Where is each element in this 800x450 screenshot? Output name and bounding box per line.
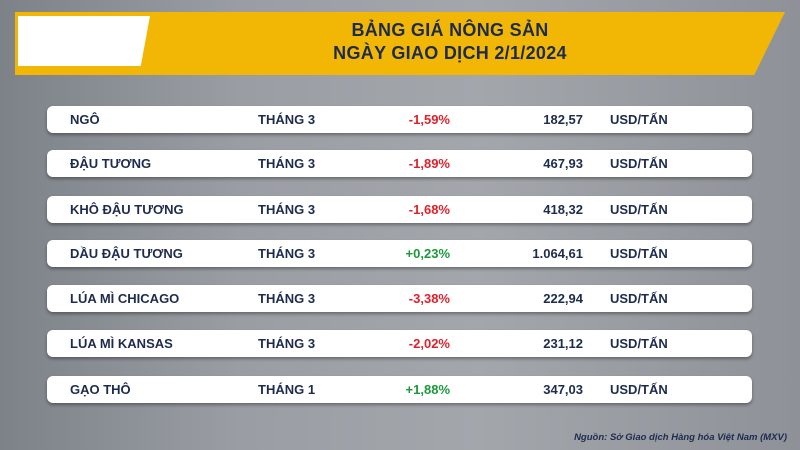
price-change: -1,89% — [408, 156, 450, 171]
title-line: NGÀY GIAO DỊCH 2/1/2024 — [333, 43, 567, 63]
commodity-name: GẠO THÔ — [70, 382, 131, 397]
table-row: LÚA MÌ KANSAS THÁNG 3 -2,02% 231,12 USD/TẤN — [47, 330, 752, 357]
unit: USD/TẤN — [610, 291, 668, 306]
price: 347,03 — [543, 382, 583, 397]
contract-month: THÁNG 3 — [258, 246, 316, 261]
price: 1.064,61 — [532, 246, 583, 261]
table-row: DẦU ĐẬU TƯƠNG THÁNG 3 +0,23% 1.064,61 USD/TẤ… — [47, 240, 752, 267]
price-change: -1,59% — [408, 112, 450, 127]
price: 418,32 — [543, 202, 583, 217]
contract-month: THÁNG 3 — [258, 336, 316, 351]
table-row: NGÔ THÁNG 3 -1,59% 182,57 USD/TẤN — [47, 106, 752, 133]
title-line: BẢNG GIÁ NÔNG SẢN — [351, 20, 549, 40]
contract-month: THÁNG 3 — [258, 112, 316, 127]
logo-area — [18, 16, 150, 66]
contract-month: THÁNG 3 — [258, 156, 316, 171]
contract-month: THÁNG 3 — [258, 202, 316, 217]
price-change: -2,02% — [408, 336, 450, 351]
unit: USD/TẤN — [610, 202, 668, 217]
commodity-name: LÚA MÌ CHICAGO — [70, 291, 180, 306]
price: 182,57 — [543, 112, 583, 127]
unit: USD/TẤN — [610, 336, 668, 351]
price: 222,94 — [543, 291, 583, 306]
commodity-name: ĐẬU TƯƠNG — [70, 156, 152, 171]
table-row: KHÔ ĐẬU TƯƠNG THÁNG 3 -1,68% 418,32 USD/TẤN — [47, 196, 752, 223]
table-row: ĐẬU TƯƠNG THÁNG 3 -1,89% 467,93 USD/TẤN — [47, 150, 752, 177]
unit: USD/TẤN — [610, 156, 668, 171]
unit: USD/TẤN — [610, 246, 668, 261]
table-row: LÚA MÌ CHICAGO THÁNG 3 -3,38% 222,94 USD/TẤN — [47, 285, 752, 312]
price: 231,12 — [543, 336, 583, 351]
price-change: +1,88% — [405, 382, 450, 397]
price-change: +0,23% — [405, 246, 450, 261]
commodity-name: DẦU ĐẬU TƯƠNG — [70, 246, 183, 261]
commodity-name: LÚA MÌ KANSAS — [70, 336, 173, 351]
commodity-name: NGÔ — [70, 112, 100, 127]
table-row: GẠO THÔ THÁNG 1 +1,88% 347,03 USD/TẤN — [47, 376, 752, 403]
contract-month: THÁNG 1 — [258, 382, 316, 397]
unit: USD/TẤN — [610, 382, 668, 397]
unit: USD/TẤN — [610, 112, 668, 127]
source-note: Nguồn: Sở Giao dịch Hàng hóa Việt Nam (M… — [574, 432, 787, 443]
price: 467,93 — [543, 156, 583, 171]
price-change: -3,38% — [408, 291, 450, 306]
price-change: -1,68% — [408, 202, 450, 217]
commodity-name: KHÔ ĐẬU TƯƠNG — [70, 202, 184, 217]
contract-month: THÁNG 3 — [258, 291, 316, 306]
